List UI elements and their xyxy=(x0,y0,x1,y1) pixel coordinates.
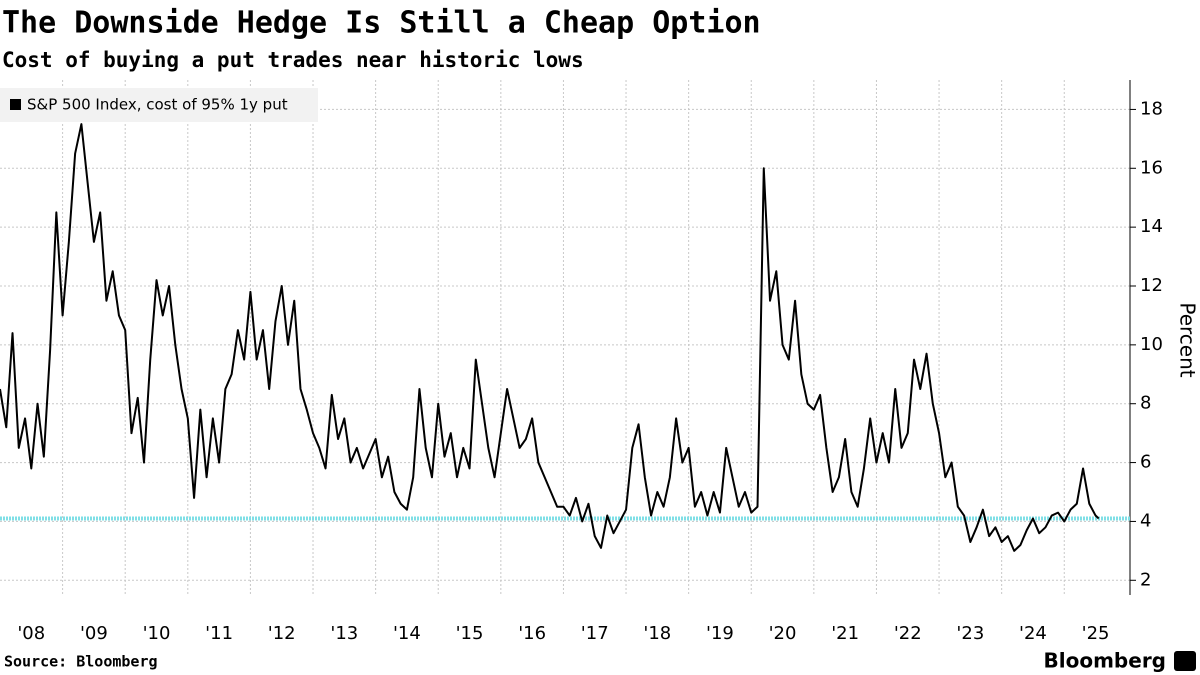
y-tick-label: 16 xyxy=(1140,157,1163,178)
y-tick-label: 12 xyxy=(1140,275,1163,296)
x-tick-label: '11 xyxy=(205,623,233,644)
y-tick-label: 4 xyxy=(1140,510,1151,531)
x-tick-label: '10 xyxy=(143,623,171,644)
brand-icon xyxy=(1174,651,1196,671)
legend-label: S&P 500 Index, cost of 95% 1y put xyxy=(27,96,288,114)
x-tick-label: '19 xyxy=(706,623,734,644)
y-tick-label: 18 xyxy=(1140,98,1163,119)
x-tick-label: '13 xyxy=(330,623,358,644)
x-tick-label: '14 xyxy=(393,623,421,644)
x-tick-label: '25 xyxy=(1082,623,1110,644)
y-tick-label: 10 xyxy=(1140,334,1163,355)
line-series xyxy=(0,123,1100,552)
x-tick-label: '09 xyxy=(80,623,108,644)
x-tick-label: '15 xyxy=(456,623,484,644)
chart-subtitle: Cost of buying a put trades near histori… xyxy=(2,48,584,72)
y-axis-label: Percent xyxy=(1176,302,1200,377)
legend-swatch xyxy=(10,99,21,110)
legend xyxy=(0,88,318,122)
x-tick-label: '20 xyxy=(769,623,797,644)
x-tick-label: '23 xyxy=(956,623,984,644)
chart-title: The Downside Hedge Is Still a Cheap Opti… xyxy=(2,6,761,41)
x-tick-label: '18 xyxy=(643,623,671,644)
x-tick-label: '12 xyxy=(268,623,296,644)
y-tick-label: 2 xyxy=(1140,569,1151,590)
x-tick-label: '17 xyxy=(581,623,609,644)
x-tick-label: '08 xyxy=(17,623,45,644)
y-tick-label: 8 xyxy=(1140,393,1151,414)
brand: Bloomberg xyxy=(1044,649,1166,673)
y-tick-label: 14 xyxy=(1140,216,1163,237)
x-tick-label: '24 xyxy=(1019,623,1047,644)
x-tick-label: '16 xyxy=(518,623,546,644)
y-tick-label: 6 xyxy=(1140,452,1151,473)
source: Source: Bloomberg xyxy=(4,653,158,671)
plot-area: 2 4 6 8 10 12 14 16 18 '08 '09 '10 '11 '12 '13 '14 '15 '1… xyxy=(0,80,1163,644)
x-tick-label: '21 xyxy=(831,623,859,644)
x-tick-label: '22 xyxy=(894,623,922,644)
